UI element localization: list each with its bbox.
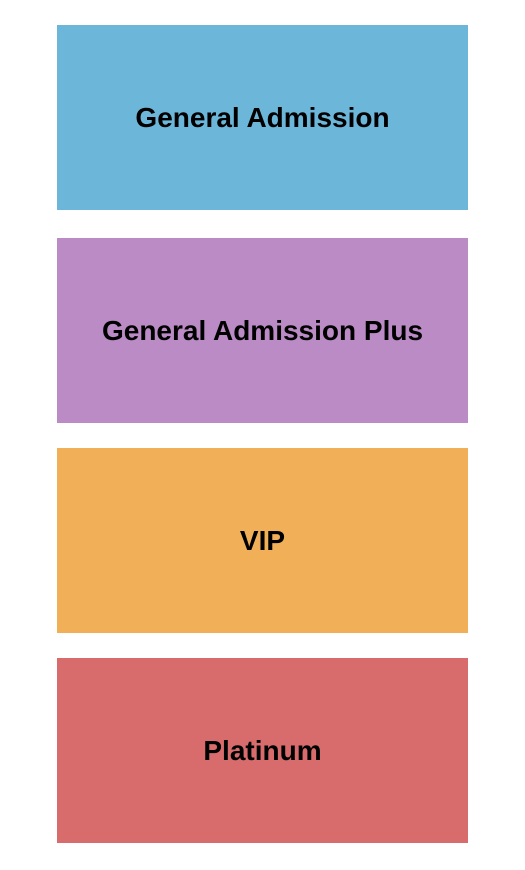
section-general-admission[interactable]: General Admission <box>57 25 468 210</box>
section-label: General Admission Plus <box>102 313 423 348</box>
section-label: VIP <box>240 523 285 558</box>
section-platinum[interactable]: Platinum <box>57 658 468 843</box>
section-label: General Admission <box>135 100 389 135</box>
section-label: Platinum <box>203 733 321 768</box>
section-vip[interactable]: VIP <box>57 448 468 633</box>
section-general-admission-plus[interactable]: General Admission Plus <box>57 238 468 423</box>
